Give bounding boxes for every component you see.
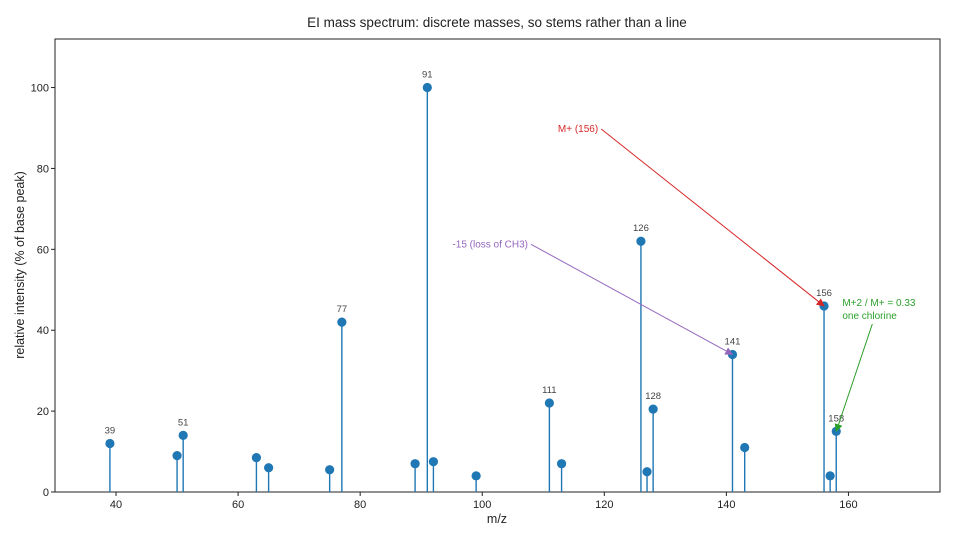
peak-label-51: 51 — [178, 417, 189, 428]
annotation-molecular-ion: M+ (156) — [558, 124, 598, 135]
x-tick-label: 160 — [839, 499, 857, 511]
y-tick-label: 100 — [31, 83, 49, 95]
peak-marker-113 — [556, 459, 567, 469]
x-tick-label: 60 — [232, 499, 244, 511]
peak-marker-128 — [648, 404, 658, 414]
peak-label-77: 77 — [337, 304, 348, 315]
peak-marker-63 — [251, 453, 262, 463]
annotation-arrow-molecular-ion — [600, 128, 825, 307]
y-tick-label: 60 — [37, 244, 49, 256]
annotation-arrow-loss-ch3 — [530, 243, 734, 355]
x-axis: 40 60 80 100 120 140 160 — [110, 492, 858, 511]
peak-marker-157 — [825, 471, 835, 481]
y-tick-label: 20 — [37, 406, 49, 418]
x-tick-label: 120 — [595, 499, 613, 511]
peak-stems — [105, 82, 841, 492]
y-tick-label: 0 — [43, 487, 49, 499]
peak-marker-92 — [428, 457, 439, 467]
peak-labels: 39 51 77 91 111 126 128 141 156 158 — [105, 70, 845, 437]
peak-marker-111 — [544, 398, 554, 408]
peak-marker-65 — [264, 463, 274, 473]
x-tick-label: 80 — [354, 499, 366, 511]
peak-marker-75 — [325, 465, 335, 475]
annotation-loss-ch3: -15 (loss of CH3) — [452, 239, 528, 250]
peak-label-141: 141 — [725, 336, 741, 347]
peak-label-158: 158 — [828, 413, 844, 424]
annotations: M+ (156) -15 (loss of CH3) M+2 / M+ = 0.33… — [452, 124, 916, 433]
peak-label-91: 91 — [422, 70, 433, 81]
annotation-chlorine-isotope: M+2 / M+ = 0.33 one chlorine — [842, 298, 916, 322]
y-tick-label: 80 — [37, 163, 49, 175]
peak-marker-127 — [642, 467, 652, 477]
y-axis: 0 20 40 60 80 100 — [31, 83, 55, 499]
peak-label-156: 156 — [816, 288, 832, 299]
peak-marker-77 — [337, 317, 347, 327]
chart-title: EI mass spectrum: discrete masses, so st… — [307, 15, 687, 30]
x-tick-label: 40 — [110, 499, 122, 511]
peak-marker-89 — [410, 459, 420, 469]
plot-frame — [54, 38, 941, 493]
y-tick-label: 40 — [37, 325, 49, 337]
peak-label-128: 128 — [645, 391, 661, 402]
peak-marker-99 — [471, 471, 481, 481]
peak-label-39: 39 — [105, 425, 116, 436]
peak-marker-50 — [172, 450, 182, 461]
peak-marker-51 — [178, 430, 188, 440]
x-axis-label: m/z — [487, 512, 507, 526]
peak-label-126: 126 — [633, 223, 649, 234]
x-tick-label: 140 — [717, 499, 735, 511]
peak-marker-39 — [105, 438, 115, 449]
y-axis-label: relative intensity (% of base peak) — [13, 171, 27, 359]
annotation-arrow-chlorine-isotope — [834, 323, 873, 433]
peak-marker-91 — [422, 82, 432, 93]
x-tick-label: 100 — [473, 499, 491, 511]
peak-label-111: 111 — [542, 385, 556, 396]
peak-marker-156 — [819, 301, 829, 311]
peak-marker-126 — [636, 236, 646, 246]
peak-marker-143 — [740, 442, 750, 453]
